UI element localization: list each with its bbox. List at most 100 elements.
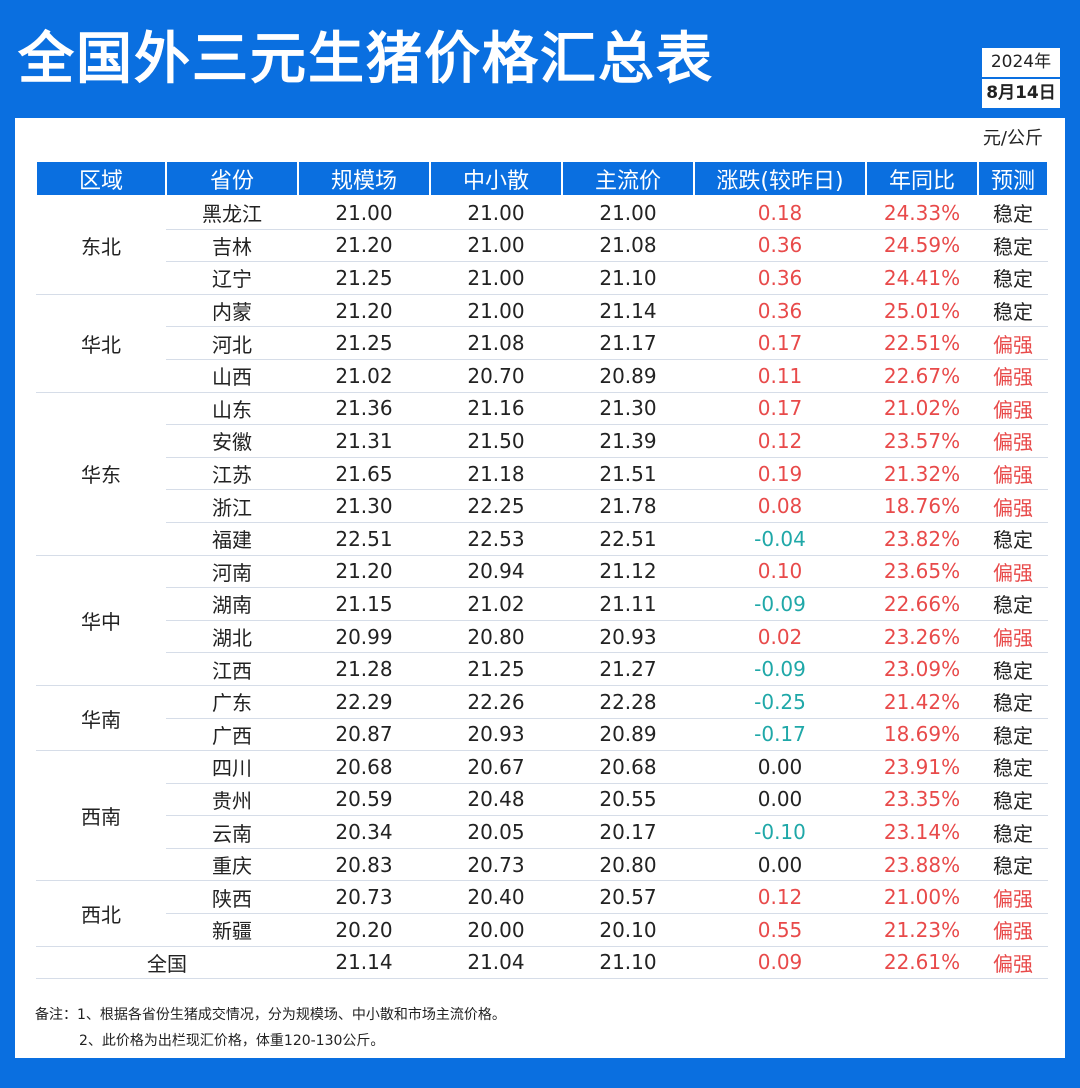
province-cell: 山西 xyxy=(166,359,298,393)
forecast-value: 稳定 xyxy=(978,848,1048,882)
national-label: 全国 xyxy=(36,946,298,980)
province-cell: 浙江 xyxy=(166,489,298,523)
main-price: 21.78 xyxy=(562,489,694,523)
forecast-value: 稳定 xyxy=(978,294,1048,328)
yoy-value: 24.41% xyxy=(866,261,978,295)
unit-label: 元/公斤 xyxy=(982,128,1043,149)
province-cell: 湖南 xyxy=(166,587,298,621)
region-cell: 华东 xyxy=(36,392,166,556)
main-price: 21.39 xyxy=(562,424,694,458)
large-farm-price: 21.31 xyxy=(298,424,430,458)
small-farm-price: 21.18 xyxy=(430,457,562,491)
main-price: 22.28 xyxy=(562,685,694,719)
large-farm-price: 20.83 xyxy=(298,848,430,882)
change-value: 0.02 xyxy=(694,620,866,654)
small-farm-price: 22.26 xyxy=(430,685,562,719)
forecast-value: 稳定 xyxy=(978,718,1048,752)
small-farm-price: 21.16 xyxy=(430,392,562,426)
header-region: 区域 xyxy=(35,160,167,197)
main-price: 21.10 xyxy=(562,261,694,295)
table-row: 湖南 21.15 21.02 21.11 -0.09 22.66% 稳定 xyxy=(36,587,1048,621)
forecast-value: 偏强 xyxy=(978,457,1048,491)
change-value: 0.11 xyxy=(694,359,866,393)
large-farm-price: 21.25 xyxy=(298,261,430,295)
large-farm-price: 20.59 xyxy=(298,783,430,817)
yoy-value: 22.61% xyxy=(866,946,978,980)
header-yoy: 年同比 xyxy=(865,160,979,197)
note-1: 备注：1、根据各省份生猪成交情况，分为规模场、中小散和市场主流价格。 xyxy=(35,1007,506,1023)
forecast-value: 稳定 xyxy=(978,229,1048,263)
main-price: 21.30 xyxy=(562,392,694,426)
small-farm-price: 20.05 xyxy=(430,815,562,849)
small-farm-price: 22.25 xyxy=(430,489,562,523)
large-farm-price: 20.20 xyxy=(298,913,430,947)
region-cell: 华北 xyxy=(36,294,166,393)
large-farm-price: 20.99 xyxy=(298,620,430,654)
province-cell: 江苏 xyxy=(166,457,298,491)
small-farm-price: 20.48 xyxy=(430,783,562,817)
header-change: 涨跌(较昨日) xyxy=(693,160,867,197)
main-price: 20.89 xyxy=(562,718,694,752)
yoy-value: 21.23% xyxy=(866,913,978,947)
province-cell: 四川 xyxy=(166,750,298,784)
main-price: 20.55 xyxy=(562,783,694,817)
province-cell: 辽宁 xyxy=(166,261,298,295)
yoy-value: 23.26% xyxy=(866,620,978,654)
province-cell: 陕西 xyxy=(166,880,298,915)
yoy-value: 23.82% xyxy=(866,522,978,556)
main-price: 21.27 xyxy=(562,652,694,686)
date-box: 2024年 8月14日 xyxy=(980,46,1062,110)
table-row: 东北 黑龙江 21.00 21.00 21.00 0.18 24.33% 稳定 xyxy=(36,196,1048,295)
yoy-value: 18.76% xyxy=(866,489,978,523)
table-row: 辽宁 21.25 21.00 21.10 0.36 24.41% 稳定 xyxy=(36,261,1048,295)
yoy-value: 22.51% xyxy=(866,326,978,360)
forecast-value: 偏强 xyxy=(978,359,1048,393)
change-value: 0.17 xyxy=(694,326,866,360)
yoy-value: 21.02% xyxy=(866,392,978,426)
change-value: 0.10 xyxy=(694,555,866,589)
yoy-value: 18.69% xyxy=(866,718,978,752)
province-cell: 云南 xyxy=(166,815,298,849)
table-row: 贵州 20.59 20.48 20.55 0.00 23.35% 稳定 xyxy=(36,783,1048,817)
main-price: 21.10 xyxy=(562,946,694,980)
main-price: 21.08 xyxy=(562,229,694,263)
price-table: 区域 省份 规模场 中小散 主流价 涨跌(较昨日) 年同比 预测 东北 黑龙江 21… xyxy=(35,160,1049,980)
forecast-value: 稳定 xyxy=(978,196,1048,230)
forecast-value: 稳定 xyxy=(978,522,1048,556)
province-cell: 新疆 xyxy=(166,913,298,947)
region-cell: 东北 xyxy=(36,196,166,295)
header-large-farm: 规模场 xyxy=(297,160,431,197)
large-farm-price: 20.34 xyxy=(298,815,430,849)
large-farm-price: 21.30 xyxy=(298,489,430,523)
main-price: 21.14 xyxy=(562,294,694,328)
large-farm-price: 20.87 xyxy=(298,718,430,752)
large-farm-price: 21.28 xyxy=(298,652,430,686)
change-value: 0.00 xyxy=(694,750,866,784)
table-row: 山西 21.02 20.70 20.89 0.11 22.67% 偏强 xyxy=(36,359,1048,393)
large-farm-price: 22.29 xyxy=(298,685,430,719)
table-row: 湖北 20.99 20.80 20.93 0.02 23.26% 偏强 xyxy=(36,620,1048,654)
large-farm-price: 20.68 xyxy=(298,750,430,784)
table-row: 华东 山东 21.36 21.16 21.30 0.17 21.02% 偏强 xyxy=(36,392,1048,556)
province-cell: 内蒙 xyxy=(166,294,298,328)
small-farm-price: 20.67 xyxy=(430,750,562,784)
change-value: 0.36 xyxy=(694,294,866,328)
change-value: 0.36 xyxy=(694,229,866,263)
small-farm-price: 21.25 xyxy=(430,652,562,686)
main-price: 21.11 xyxy=(562,587,694,621)
yoy-value: 21.32% xyxy=(866,457,978,491)
yoy-value: 23.09% xyxy=(866,652,978,686)
region-cell: 西北 xyxy=(36,880,166,947)
small-farm-price: 21.02 xyxy=(430,587,562,621)
small-farm-price: 20.00 xyxy=(430,913,562,947)
small-farm-price: 20.40 xyxy=(430,880,562,915)
change-value: -0.04 xyxy=(694,522,866,556)
province-cell: 山东 xyxy=(166,392,298,426)
change-value: 0.36 xyxy=(694,261,866,295)
province-cell: 河南 xyxy=(166,555,298,589)
table-row: 西南 四川 20.68 20.67 20.68 0.00 23.91% 稳定 xyxy=(36,750,1048,882)
region-cell: 华中 xyxy=(36,555,166,686)
province-cell: 江西 xyxy=(166,652,298,686)
province-cell: 安徽 xyxy=(166,424,298,458)
small-farm-price: 20.80 xyxy=(430,620,562,654)
